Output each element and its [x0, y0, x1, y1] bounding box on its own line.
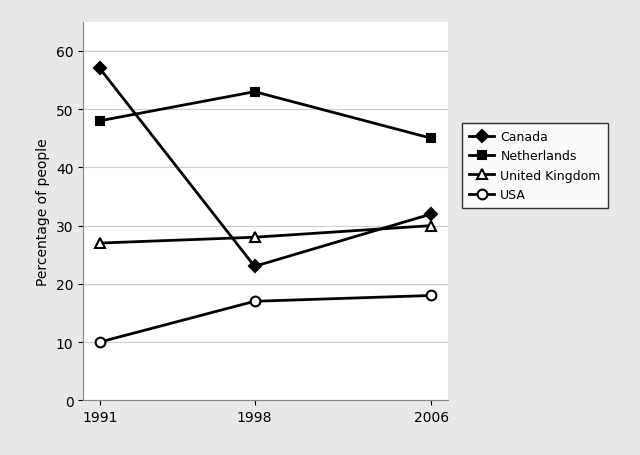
Line: Netherlands: Netherlands	[95, 88, 436, 143]
Canada	[428, 212, 435, 217]
Netherlands	[251, 90, 259, 95]
United Kingdom	[428, 223, 435, 229]
United Kingdom	[251, 235, 259, 240]
Y-axis label: Percentage of people: Percentage of people	[36, 138, 51, 285]
United Kingdom	[96, 241, 104, 246]
USA	[96, 339, 104, 345]
Line: Canada: Canada	[95, 65, 436, 271]
USA	[251, 299, 259, 304]
Legend: Canada, Netherlands, United Kingdom, USA: Canada, Netherlands, United Kingdom, USA	[461, 123, 608, 209]
Canada	[96, 66, 104, 72]
USA	[428, 293, 435, 298]
Line: United Kingdom: United Kingdom	[95, 221, 436, 248]
Canada	[251, 264, 259, 269]
Netherlands	[428, 136, 435, 142]
Line: USA: USA	[95, 291, 436, 347]
Netherlands	[96, 119, 104, 124]
